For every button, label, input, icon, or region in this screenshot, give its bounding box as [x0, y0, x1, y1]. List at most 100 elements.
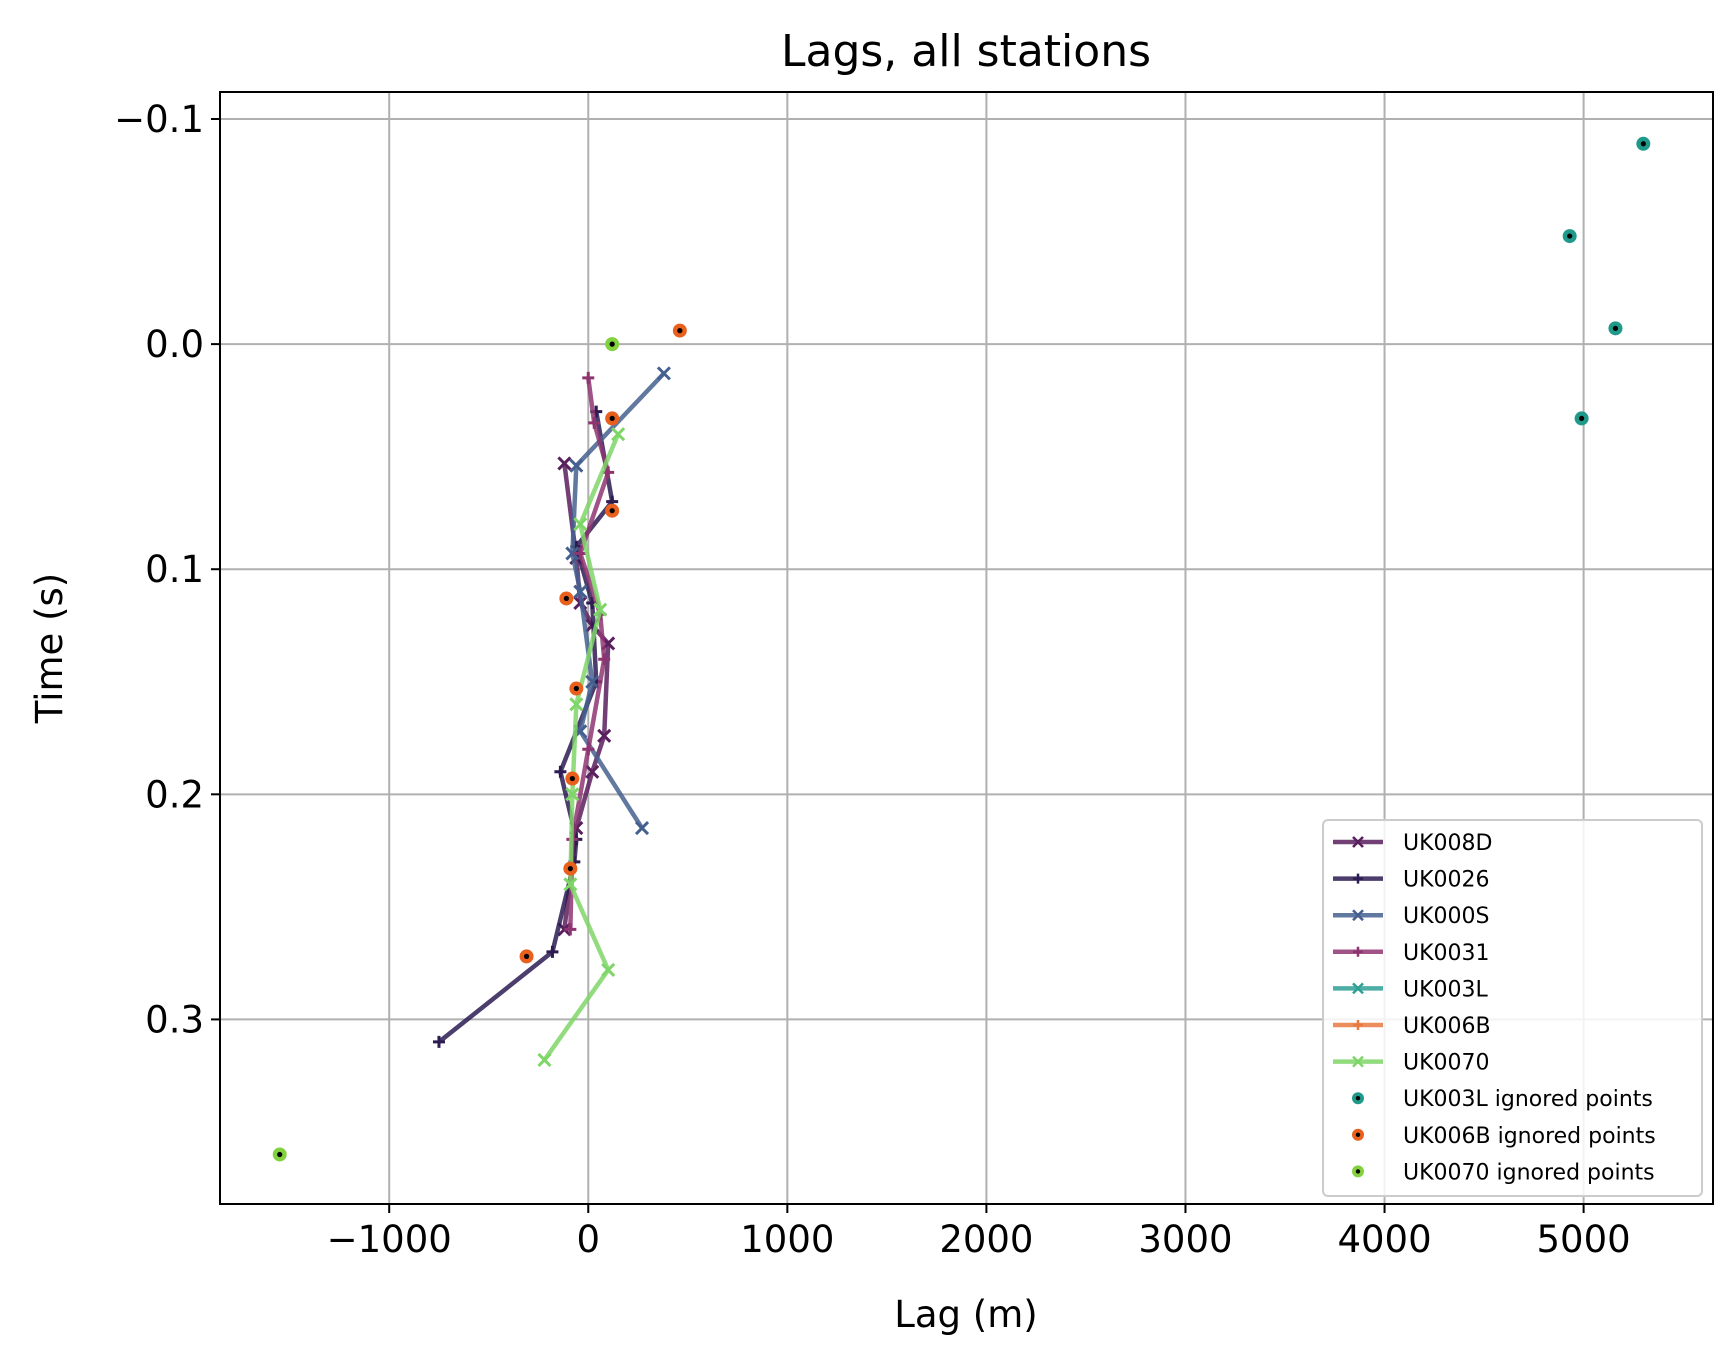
x-tick-label: 5000	[1537, 1218, 1631, 1261]
legend-label: UK008D	[1403, 831, 1492, 856]
y-axis-label: Time (s)	[28, 573, 71, 724]
ignored-point	[1562, 229, 1577, 244]
data-point-uk0070	[573, 517, 588, 532]
y-tick-label: 0.2	[145, 773, 204, 816]
ignored-point-dot	[1567, 233, 1573, 239]
legend-marker	[1352, 909, 1364, 922]
ignored-point	[559, 591, 574, 606]
x-axis-ticks: −1000 0 1000 2000 3000 4000 5000	[327, 1204, 1631, 1261]
series-line-uk0026	[437, 411, 615, 1044]
data-point-uk0070	[565, 787, 580, 802]
ignored-point-dot	[1579, 415, 1585, 421]
series-line-uk0070	[542, 433, 621, 1062]
ignored-point	[1608, 321, 1623, 336]
data-point-uk0026	[554, 765, 567, 778]
ignored-point	[1636, 136, 1651, 151]
legend-item-uk0070-ignored-points: UK0070 ignored points	[1352, 1160, 1655, 1185]
data-point-uk0026	[432, 1035, 445, 1048]
ignored-point	[565, 771, 580, 786]
ignored-point	[519, 949, 534, 964]
legend-item-uk0026: UK0026	[1333, 868, 1490, 893]
data-point-uk0070	[601, 962, 616, 977]
ignored-point	[672, 323, 687, 338]
chart-title: Lags, all stations	[781, 26, 1151, 77]
x-tick-label: −1000	[327, 1218, 452, 1261]
ignored-point-dot	[677, 328, 683, 334]
data-point-uk0070	[563, 877, 578, 892]
legend-label: UK003L	[1403, 977, 1489, 1002]
data-point-uk008d	[557, 456, 572, 471]
series-uk000s	[565, 366, 671, 836]
series-layer	[432, 366, 671, 1068]
data-point-uk008d	[585, 764, 600, 779]
ignored-uk006b-ignored-points	[519, 323, 687, 964]
legend-label: UK0031	[1403, 941, 1490, 966]
y-tick-label: 0.0	[145, 323, 204, 366]
ignored-uk003l-ignored-points	[1562, 136, 1651, 426]
legend-label: UK0026	[1403, 868, 1490, 893]
y-tick-label: 0.3	[145, 998, 204, 1041]
ignored-point	[1574, 411, 1589, 426]
y-tick-label: 0.1	[145, 548, 204, 591]
legend-item-uk003l-ignored-points: UK003L ignored points	[1352, 1087, 1653, 1112]
ignored-point	[605, 337, 620, 352]
legend: UK008D UK0026 UK000S UK0031 UK003L UK006B UK00…	[1322, 819, 1703, 1197]
legend-item-uk0031: UK0031	[1333, 941, 1490, 966]
legend-box	[1322, 819, 1703, 1197]
x-tick-label: 1000	[740, 1218, 834, 1261]
legend-marker	[1353, 946, 1363, 957]
data-point-uk0070	[593, 602, 608, 617]
x-tick-label: 4000	[1337, 1218, 1431, 1261]
legend-label: UK006B	[1403, 1014, 1491, 1039]
x-tick-label: 3000	[1138, 1218, 1232, 1261]
legend-item-uk008d: UK008D	[1333, 831, 1492, 856]
y-tick-label: −0.1	[114, 98, 204, 141]
x-tick-label: 0	[576, 1218, 600, 1261]
legend-marker	[1353, 1020, 1363, 1030]
data-point-uk0070	[537, 1052, 552, 1068]
data-point-uk000s	[573, 584, 588, 599]
x-axis-label: Lag (m)	[894, 1293, 1037, 1336]
ignored-point-dot	[569, 775, 575, 782]
data-point-uk000s	[585, 674, 600, 689]
ignored-point-dot	[1640, 141, 1646, 147]
x-tick-label: 2000	[939, 1218, 1033, 1261]
ignored-point	[605, 411, 620, 426]
ignored-point-dot	[1612, 325, 1619, 331]
legend-item-uk0070: UK0070	[1333, 1051, 1490, 1076]
data-point-uk0031	[582, 371, 595, 384]
data-point-uk0031	[574, 547, 587, 560]
legend-marker	[1352, 836, 1364, 848]
data-point-uk0070	[611, 427, 626, 442]
data-point-uk008d	[597, 728, 612, 743]
legend-marker-dot	[1355, 1169, 1361, 1174]
ignored-points-layer	[272, 136, 1651, 1162]
ignored-point-dot	[573, 685, 579, 692]
ignored-point-dot	[609, 508, 615, 514]
legend-item-uk006b: UK006B	[1333, 1014, 1491, 1039]
series-uk0070	[537, 427, 626, 1068]
legend-label: UK0070 ignored points	[1403, 1160, 1655, 1185]
legend-label: UK006B ignored points	[1403, 1124, 1656, 1149]
ignored-uk0070-ignored-points	[272, 337, 620, 1162]
data-point-uk0031	[588, 416, 601, 429]
y-axis-ticks: −0.1 0.0 0.1 0.2 0.3	[114, 98, 220, 1041]
ignored-point-dot	[609, 341, 615, 347]
data-point-uk0070	[569, 697, 584, 712]
ignored-point	[272, 1147, 287, 1162]
ignored-point-dot	[567, 865, 573, 872]
legend-label: UK0070	[1403, 1051, 1490, 1076]
legend-marker	[1352, 1055, 1364, 1068]
ignored-point-dot	[277, 1151, 283, 1158]
data-point-uk000s	[569, 458, 584, 473]
legend-marker-dot	[1355, 1096, 1361, 1101]
data-point-uk0026	[546, 945, 559, 958]
legend-marker-dot	[1355, 1132, 1361, 1138]
ignored-point	[563, 861, 578, 876]
data-point-uk000s	[656, 366, 671, 381]
plot-frame	[219, 91, 1714, 1205]
legend-item-uk003l: UK003L	[1333, 977, 1489, 1002]
data-point-uk000s	[634, 821, 650, 836]
ignored-point-dot	[523, 953, 530, 959]
